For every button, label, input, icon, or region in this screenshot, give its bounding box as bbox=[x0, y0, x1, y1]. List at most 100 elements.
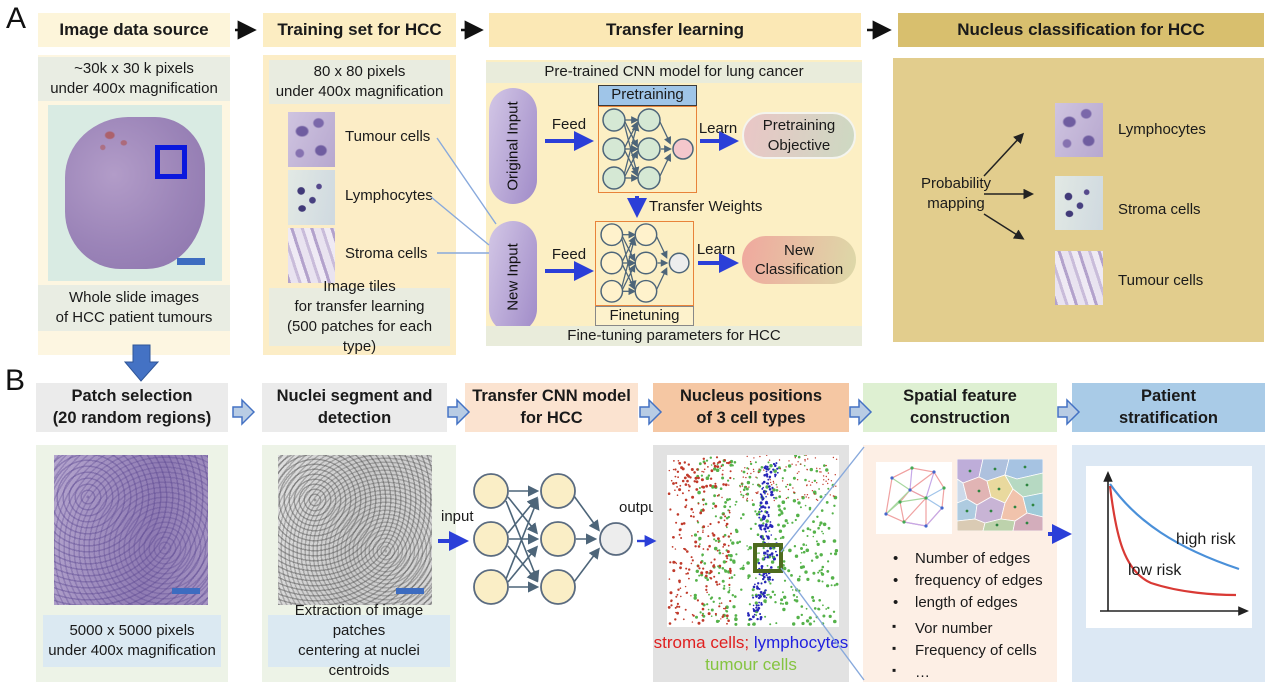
cell-feature-item: Frequency of cells bbox=[885, 640, 1037, 662]
cnn-input-label: input bbox=[441, 508, 474, 525]
survival-chart bbox=[1086, 466, 1252, 628]
low-risk-curve bbox=[1108, 485, 1237, 597]
new-input-label: New Input bbox=[504, 243, 522, 311]
panel-b-label: B bbox=[5, 364, 26, 397]
transfer-cnn-diagram bbox=[473, 473, 633, 605]
wsi-spec-box: ~30k x 30 k pixels under 400x magnificat… bbox=[38, 57, 230, 101]
header-patient-stratification: Patient stratification bbox=[1072, 383, 1265, 432]
header-spatial-feature: Spatial feature construction bbox=[863, 383, 1057, 432]
edge-feature-item: Number of edges bbox=[885, 548, 1043, 570]
learn-top-label: Learn bbox=[698, 120, 738, 137]
new-input-capsule: New Input bbox=[489, 221, 537, 333]
tile-caption-box: Image tiles for transfer learning (500 p… bbox=[269, 278, 450, 355]
finetuning-network bbox=[595, 221, 694, 306]
header-spatial-feature-line1: Spatial feature bbox=[903, 387, 1017, 406]
wsi-caption-line2: of HCC patient tumours bbox=[55, 309, 213, 326]
probability-line1: Probability bbox=[920, 174, 992, 192]
pretrained-banner: Pre-trained CNN model for lung cancer bbox=[486, 62, 862, 83]
scatter-legend-line2: tumour cells bbox=[653, 655, 849, 675]
tumour-tile-image bbox=[288, 112, 335, 167]
transfer-learning-panel bbox=[486, 60, 862, 342]
tile-spec-line2: under 400x magnification bbox=[275, 83, 444, 100]
new-classification-line1: New bbox=[783, 241, 814, 259]
panel-a-label: A bbox=[6, 2, 27, 35]
header-training-set: Training set for HCC bbox=[263, 13, 456, 47]
lymphocyte-tile-label: Lymphocytes bbox=[345, 187, 433, 204]
legend-lymphocytes: lymphocytes bbox=[753, 633, 849, 652]
cnn-output-label: output bbox=[619, 499, 661, 516]
finetuning-network-diagram bbox=[600, 223, 690, 303]
tile-caption-line1: Image tiles bbox=[323, 277, 396, 295]
whole-slide-image bbox=[48, 105, 222, 281]
classified-stroma-image bbox=[1055, 176, 1103, 230]
header-transfer-learning: Transfer learning bbox=[489, 13, 861, 47]
legend-stroma: stroma cells; bbox=[653, 633, 750, 652]
patch-image bbox=[54, 455, 208, 605]
new-classification-capsule: New Classification bbox=[742, 236, 856, 284]
voronoi-diagram bbox=[957, 459, 1043, 531]
pretraining-network-diagram bbox=[602, 108, 694, 190]
new-classification-line2: Classification bbox=[754, 261, 844, 278]
segment-caption-line2: centering at nuclei centroids bbox=[298, 642, 420, 680]
nucleus-scatter-map bbox=[667, 455, 839, 627]
header-transfer-cnn-line1: Transfer CNN model bbox=[472, 387, 631, 406]
header-spatial-feature-line2: construction bbox=[910, 408, 1010, 427]
classified-lymphocytes-label: Lymphocytes bbox=[1118, 121, 1206, 138]
feed-top-label: Feed bbox=[551, 116, 587, 133]
patch-caption-box: 5000 x 5000 pixels under 400x magnificat… bbox=[43, 615, 221, 667]
edge-feature-list: Number of edges frequency of edges lengt… bbox=[885, 548, 1043, 613]
header-nuclei-segment-line2: detection bbox=[317, 408, 392, 427]
high-risk-label: high risk bbox=[1176, 531, 1236, 548]
cell-feature-item: Vor number bbox=[885, 618, 1037, 640]
high-risk-curve bbox=[1109, 483, 1240, 571]
probability-line2: mapping bbox=[927, 195, 985, 212]
segment-caption-line1: Extraction of image patches bbox=[294, 601, 424, 639]
segmented-image bbox=[278, 455, 432, 605]
scatter-roi-square bbox=[753, 543, 783, 573]
edge-feature-item: frequency of edges bbox=[885, 570, 1043, 592]
feed-bottom-label: Feed bbox=[551, 246, 587, 263]
header-patch-selection: Patch selection (20 random regions) bbox=[36, 383, 228, 432]
lymphocyte-tile-image bbox=[288, 170, 335, 225]
stroma-tile-label: Stroma cells bbox=[345, 245, 428, 262]
classified-tumour-image bbox=[1055, 251, 1103, 305]
pretraining-network bbox=[598, 106, 697, 193]
header-transfer-cnn-line2: for HCC bbox=[520, 408, 583, 427]
patch-caption-line1: 5000 x 5000 pixels bbox=[69, 621, 195, 639]
original-input-label: Original Input bbox=[504, 101, 522, 191]
header-nucleus-positions-line1: Nucleus positions bbox=[679, 387, 823, 406]
probability-mapping-label: Probability mapping bbox=[900, 172, 1012, 216]
classified-tumour-label: Tumour cells bbox=[1118, 272, 1204, 289]
wsi-caption-line1: Whole slide images bbox=[68, 288, 200, 306]
cell-feature-list: Vor number Frequency of cells … bbox=[885, 618, 1037, 683]
patch-scale-bar bbox=[172, 588, 200, 594]
header-patch-selection-line1: Patch selection bbox=[71, 387, 193, 406]
classified-stroma-label: Stroma cells bbox=[1118, 201, 1201, 218]
roi-square bbox=[155, 145, 187, 179]
tumour-tile-label: Tumour cells bbox=[345, 128, 431, 145]
edge-feature-item: length of edges bbox=[885, 592, 1043, 614]
pretraining-objective-capsule: Pretraining Objective bbox=[742, 112, 856, 159]
header-patient-stratification-line1: Patient bbox=[1140, 387, 1196, 406]
tile-spec-box: 80 x 80 pixels under 400x magnification bbox=[269, 60, 450, 104]
wsi-spec-line1: ~30k x 30 k pixels bbox=[74, 59, 194, 77]
legend-tumour: tumour cells bbox=[705, 655, 797, 674]
tissue-section bbox=[65, 117, 205, 269]
header-nucleus-positions: Nucleus positions of 3 cell types bbox=[653, 383, 849, 432]
header-nucleus-classification: Nucleus classification for HCC bbox=[898, 13, 1264, 47]
finetuning-tag: Finetuning bbox=[595, 306, 694, 326]
transfer-weights-label: Transfer Weights bbox=[649, 198, 763, 215]
wsi-caption-box: Whole slide images of HCC patient tumour… bbox=[38, 285, 230, 331]
header-nucleus-positions-line2: of 3 cell types bbox=[696, 408, 806, 427]
tile-caption-line3: (500 patches for each type) bbox=[286, 318, 433, 356]
tile-caption-line2: for transfer learning bbox=[294, 297, 425, 315]
header-nuclei-segment: Nuclei segment and detection bbox=[262, 383, 447, 432]
classified-lymphocytes-image bbox=[1055, 103, 1103, 157]
learn-bottom-label: Learn bbox=[696, 241, 736, 258]
triangulation-graph bbox=[876, 462, 952, 534]
segmented-scale-bar bbox=[396, 588, 424, 594]
scale-bar bbox=[177, 258, 205, 265]
segment-caption-box: Extraction of image patches centering at… bbox=[268, 602, 450, 679]
stroma-tile-image bbox=[288, 228, 335, 283]
